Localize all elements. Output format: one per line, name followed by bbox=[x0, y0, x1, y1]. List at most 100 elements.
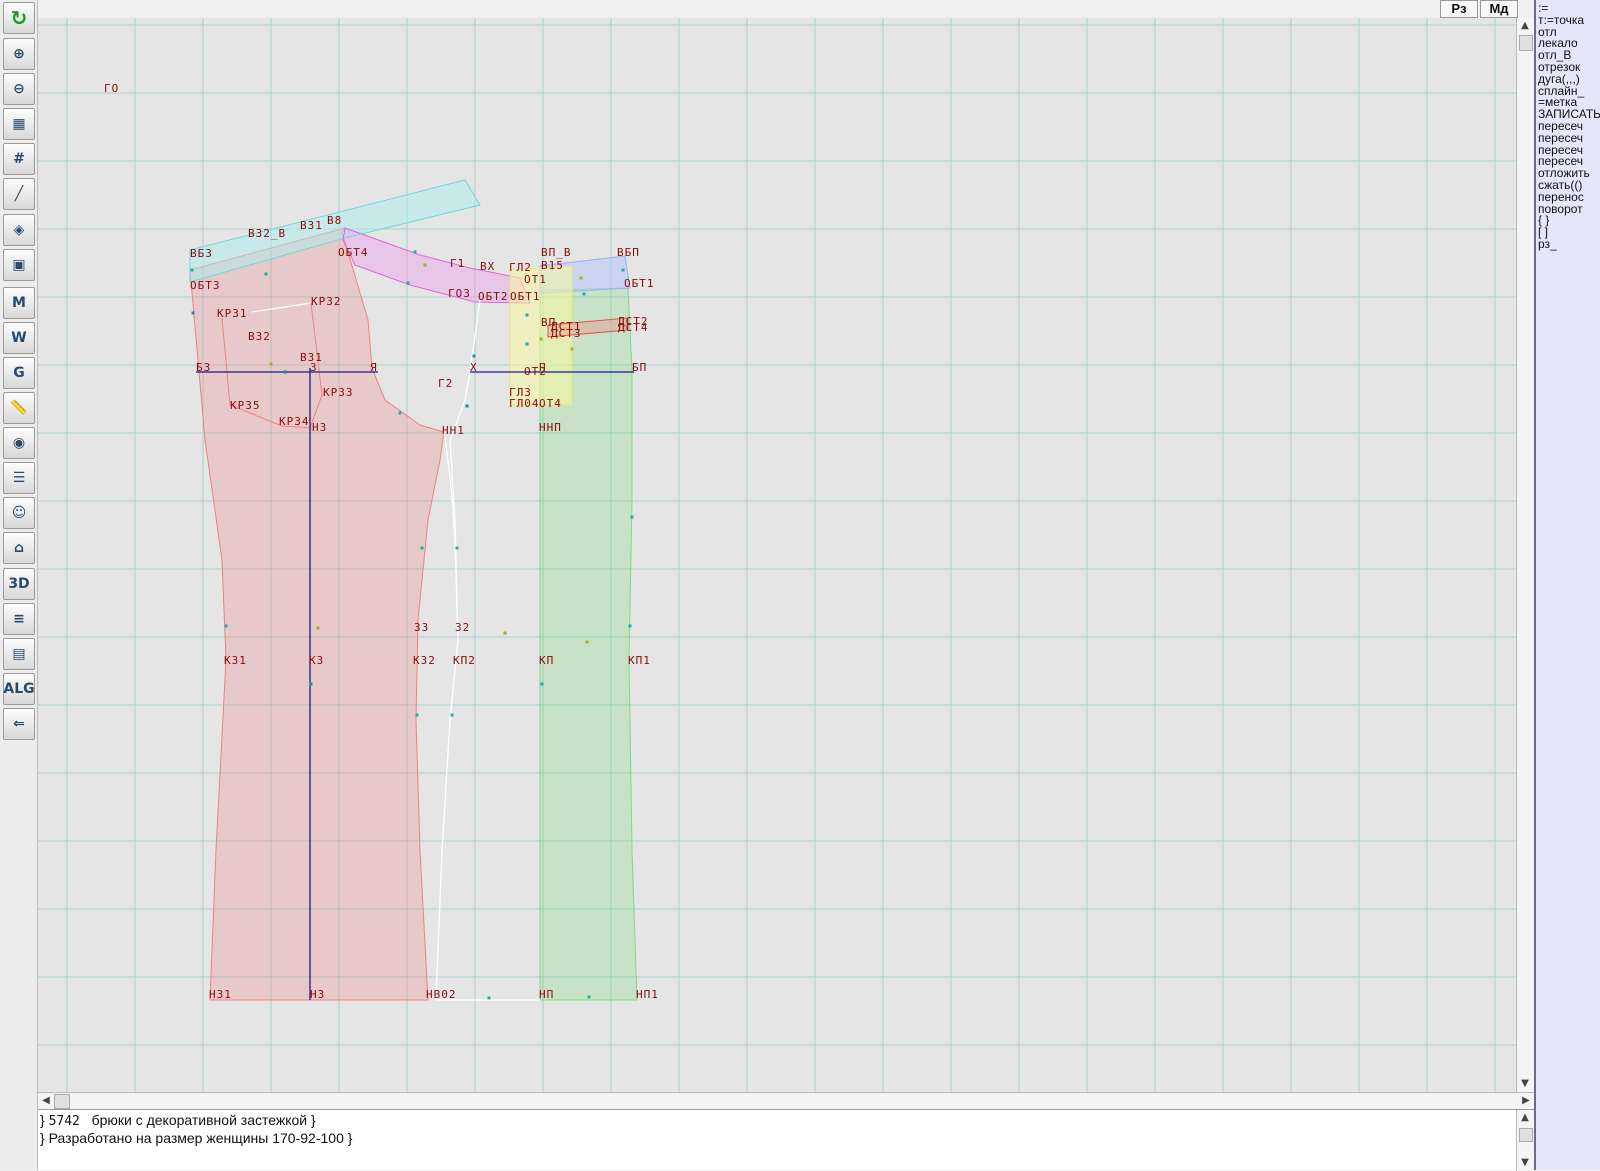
scroll-up-icon[interactable]: ▲ bbox=[1521, 20, 1529, 31]
construction-point bbox=[455, 546, 459, 550]
m-tool-icon[interactable]: M bbox=[3, 287, 35, 319]
back-seam-lines bbox=[221, 302, 323, 429]
scroll-right-icon[interactable]: ▶ bbox=[1522, 1095, 1530, 1106]
vertical-scrollbar[interactable]: ▲ ▼ bbox=[1516, 18, 1534, 1092]
horizontal-scroll-thumb[interactable] bbox=[54, 1094, 70, 1109]
drawing-canvas[interactable]: ГО В8 В31 В32_В ВБЗ ОБТ4 ОБТ3 КР32 КР31 В32 В31 БЗ З… bbox=[38, 18, 1534, 1092]
alg-icon[interactable]: ALG bbox=[3, 673, 35, 705]
back-waistband bbox=[189, 179, 481, 283]
command-item[interactable]: лекало bbox=[1538, 36, 1578, 51]
construction-point bbox=[269, 362, 273, 366]
construction-point bbox=[540, 682, 544, 686]
text-list-icon[interactable]: ≡ bbox=[3, 603, 35, 635]
point-label: ДСТ3 bbox=[551, 327, 582, 340]
command-item[interactable]: [ ] bbox=[1538, 225, 1549, 240]
exit-icon[interactable]: ⇐ bbox=[3, 708, 35, 740]
desc-scroll-thumb[interactable] bbox=[1519, 1128, 1533, 1142]
g-tool-icon[interactable]: G bbox=[3, 357, 35, 389]
command-item[interactable]: перенос bbox=[1538, 189, 1584, 204]
description-panel[interactable]: } 5742 брюки с декоративной застежкой } … bbox=[38, 1109, 1534, 1171]
jacket-icon[interactable]: ⌂ bbox=[3, 532, 35, 564]
point-label: НВ02 bbox=[426, 988, 457, 1001]
point-label: Х bbox=[470, 361, 478, 374]
3d-view-icon[interactable]: 3D bbox=[3, 568, 35, 600]
construction-point bbox=[191, 311, 195, 315]
camera-icon[interactable]: ◉ bbox=[3, 427, 35, 459]
point-label: ОТ1 bbox=[524, 273, 547, 286]
command-item[interactable]: отл_В bbox=[1538, 48, 1572, 63]
point-label: ВХ bbox=[480, 260, 495, 273]
command-item[interactable]: отложить bbox=[1538, 166, 1590, 181]
md-button[interactable]: Мд bbox=[1480, 0, 1518, 18]
command-item[interactable]: рз_ bbox=[1538, 236, 1557, 251]
command-item[interactable]: дуга(,,,) bbox=[1538, 71, 1580, 86]
command-item[interactable]: пересеч bbox=[1538, 154, 1584, 169]
command-item[interactable]: сжать(() bbox=[1538, 177, 1583, 192]
pocket-area bbox=[509, 265, 573, 406]
line-tool-icon[interactable]: ╱ bbox=[3, 178, 35, 210]
description-scrollbar[interactable]: ▲ ▼ bbox=[1516, 1110, 1534, 1171]
command-item[interactable]: пересеч bbox=[1538, 118, 1584, 133]
back-panel bbox=[189, 227, 445, 1001]
desc-scroll-down-icon[interactable]: ▼ bbox=[1521, 1157, 1529, 1168]
construction-point bbox=[487, 996, 491, 1000]
stack-icon[interactable]: ▤ bbox=[3, 638, 35, 670]
point-label: КР34 bbox=[279, 415, 310, 428]
document-icon[interactable]: ☰ bbox=[3, 462, 35, 494]
point-label: ВБЗ bbox=[190, 247, 213, 260]
layers-icon[interactable]: ◈ bbox=[3, 214, 35, 246]
zoom-out-icon[interactable]: ⊖ bbox=[3, 73, 35, 105]
front-panel bbox=[539, 287, 638, 1001]
rz-button[interactable]: Рз bbox=[1440, 0, 1478, 18]
point-label: НЗ bbox=[312, 421, 327, 434]
command-list: := т:=точка отл лекало отл_В отрезок дуга(,,,)… bbox=[1536, 1, 1600, 251]
point-label: КР35 bbox=[230, 399, 261, 412]
command-item[interactable]: пересеч bbox=[1538, 142, 1584, 157]
point-label: ГОЗ bbox=[448, 287, 471, 300]
point-label: Г2 bbox=[438, 377, 453, 390]
scroll-down-icon[interactable]: ▼ bbox=[1521, 1078, 1529, 1089]
command-item[interactable]: сплайн_ bbox=[1538, 83, 1585, 98]
point-label: ВП bbox=[541, 316, 556, 329]
horizontal-scrollbar[interactable]: ◀ ▶ bbox=[38, 1092, 1534, 1109]
scroll-left-icon[interactable]: ◀ bbox=[42, 1095, 50, 1106]
construction-point bbox=[570, 347, 574, 351]
point-label: ГЛ2 bbox=[509, 261, 532, 274]
command-item[interactable]: { } bbox=[1538, 213, 1550, 228]
point-label: КЗ1 bbox=[224, 654, 247, 667]
portrait-icon[interactable]: ☺ bbox=[3, 497, 35, 529]
desc-scroll-up-icon[interactable]: ▲ bbox=[1521, 1112, 1529, 1123]
command-item[interactable]: отрезок bbox=[1538, 59, 1581, 74]
command-item[interactable]: поворот bbox=[1538, 201, 1583, 216]
grid-icon[interactable]: # bbox=[3, 143, 35, 175]
point-label: ННП bbox=[539, 421, 562, 434]
point-label: ОТ4 bbox=[539, 397, 562, 410]
point-label: ОБТ3 bbox=[190, 279, 221, 292]
construction-point bbox=[316, 626, 320, 630]
w-tool-icon[interactable]: W bbox=[3, 322, 35, 354]
ruler-icon[interactable]: 📏 bbox=[3, 392, 35, 424]
map-view-icon[interactable]: ▦ bbox=[3, 108, 35, 140]
construction-point bbox=[224, 624, 228, 628]
command-item[interactable]: отл bbox=[1538, 24, 1557, 39]
command-item[interactable]: =метка bbox=[1538, 95, 1578, 110]
vertical-scroll-thumb[interactable] bbox=[1519, 35, 1533, 51]
point-label: ГЛ04 bbox=[509, 397, 540, 410]
construction-point bbox=[190, 268, 194, 272]
construction-point bbox=[585, 640, 589, 644]
point-label: ГО bbox=[104, 82, 119, 95]
command-item[interactable]: пересеч bbox=[1538, 130, 1584, 145]
command-item[interactable]: := bbox=[1538, 1, 1549, 15]
zoom-in-icon[interactable]: ⊕ bbox=[3, 38, 35, 70]
construction-point bbox=[525, 313, 529, 317]
point-label: ОТ2 bbox=[524, 365, 547, 378]
pattern-icon[interactable]: ▣ bbox=[3, 249, 35, 281]
point-label: П bbox=[539, 361, 547, 374]
refresh-icon[interactable]: ↻ bbox=[3, 2, 35, 34]
point-label: В31 bbox=[300, 351, 323, 364]
point-label: ОБТ2 bbox=[478, 290, 509, 303]
command-item[interactable]: ЗАПИСАТЬ bbox=[1538, 107, 1600, 122]
command-item[interactable]: т:=точка bbox=[1538, 12, 1585, 27]
point-label: ДСТ1 bbox=[551, 320, 582, 333]
